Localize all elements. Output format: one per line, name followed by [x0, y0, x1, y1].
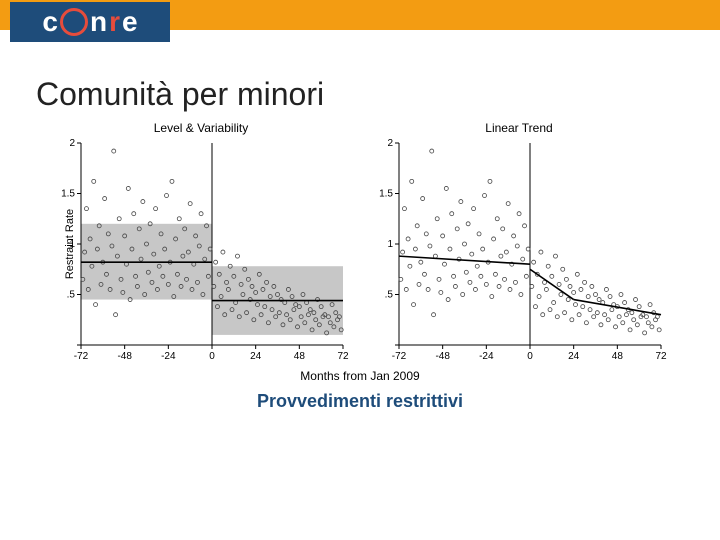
- svg-text:1.5: 1.5: [379, 189, 393, 200]
- logo-letter-n: n: [90, 6, 107, 38]
- logo-box: c n r e: [10, 2, 170, 42]
- svg-text:72: 72: [655, 351, 667, 362]
- logo: c n r e: [42, 6, 137, 38]
- svg-text:0: 0: [209, 351, 215, 362]
- header-bar: c n r e: [0, 0, 720, 48]
- logo-letter-c: c: [42, 6, 58, 38]
- subtitle: Provvedimenti restrittivi: [0, 391, 720, 412]
- left-chart: -72-48-240244872.511.52: [51, 137, 351, 367]
- logo-letter-r: r: [109, 6, 120, 38]
- svg-text:-24: -24: [479, 351, 494, 362]
- svg-text:2: 2: [69, 138, 75, 149]
- svg-text:-72: -72: [392, 351, 407, 362]
- svg-text:1: 1: [387, 239, 393, 250]
- logo-letter-e: e: [122, 6, 138, 38]
- svg-text:.5: .5: [67, 290, 76, 301]
- x-axis-label: Months from Jan 2009: [0, 369, 720, 383]
- svg-text:48: 48: [612, 351, 624, 362]
- svg-text:-48: -48: [117, 351, 132, 362]
- page-title: Comunità per minori: [36, 76, 720, 113]
- svg-text:1.5: 1.5: [61, 189, 75, 200]
- svg-text:24: 24: [250, 351, 262, 362]
- y-axis-label: Restraint Rate: [64, 209, 76, 279]
- right-chart-wrap: Linear Trend -72 -48 -24 0 24 48 72 .5 1 1.5 2: [369, 121, 669, 367]
- charts-row: Level & Variability Restraint Rate -72 -4…: [0, 121, 720, 367]
- svg-text:-72: -72: [74, 351, 89, 362]
- right-chart-title: Linear Trend: [369, 121, 669, 135]
- left-chart-title: Level & Variability: [51, 121, 351, 135]
- svg-text:0: 0: [527, 351, 533, 362]
- svg-text:72: 72: [337, 351, 349, 362]
- svg-text:2: 2: [387, 138, 393, 149]
- svg-text:24: 24: [568, 351, 580, 362]
- svg-text:-24: -24: [161, 351, 176, 362]
- logo-letter-o-icon: [60, 8, 88, 36]
- svg-text:.5: .5: [385, 290, 394, 301]
- svg-text:48: 48: [294, 351, 306, 362]
- svg-text:-48: -48: [435, 351, 450, 362]
- left-chart-wrap: Level & Variability Restraint Rate -72 -4…: [51, 121, 351, 367]
- right-chart: -72 -48 -24 0 24 48 72 .5 1 1.5 2: [369, 137, 669, 367]
